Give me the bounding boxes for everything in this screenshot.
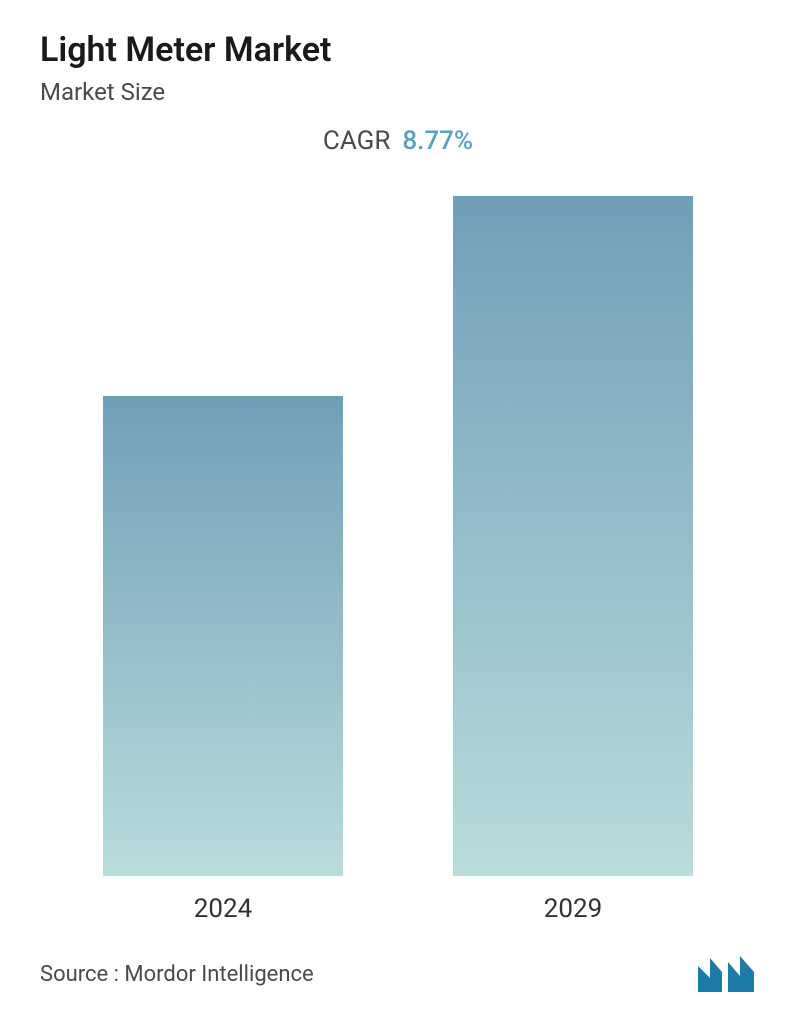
logo-icon [696, 954, 756, 994]
chart-subtitle: Market Size [40, 78, 756, 106]
bar-label: 2024 [194, 894, 252, 924]
cagr-row: CAGR 8.77% [40, 126, 756, 156]
chart-container: Light Meter Market Market Size CAGR 8.77… [0, 0, 796, 1034]
source-text: Source : Mordor Intelligence [40, 962, 314, 987]
chart-title: Light Meter Market [40, 30, 756, 70]
bar-group: 2024 [103, 186, 343, 924]
cagr-label: CAGR [323, 126, 390, 156]
bar-label: 2029 [544, 894, 602, 924]
footer: Source : Mordor Intelligence [40, 924, 756, 1004]
bar [453, 196, 693, 876]
cagr-value: 8.77% [402, 126, 473, 156]
bar-group: 2029 [453, 186, 693, 924]
bar [103, 396, 343, 876]
chart-area: 2024 2029 [40, 186, 756, 924]
